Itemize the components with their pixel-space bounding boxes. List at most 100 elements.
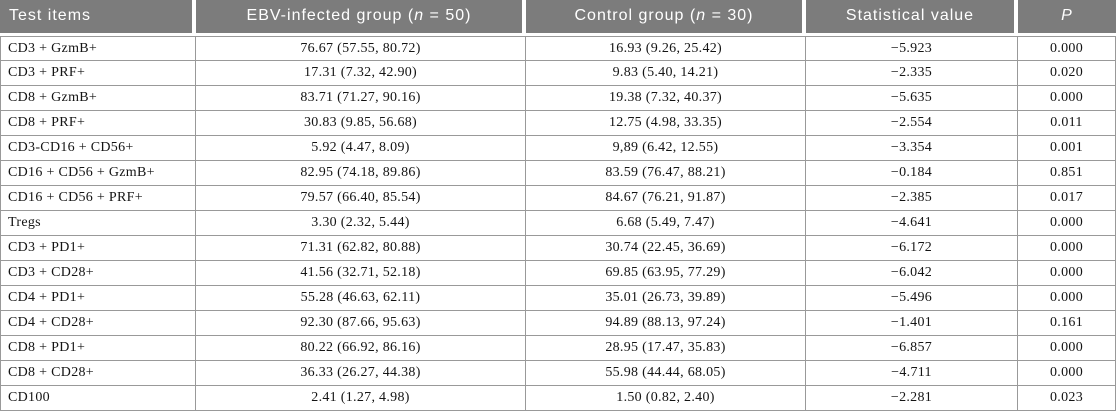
cell-statistical-value: −2.335 <box>806 61 1018 86</box>
table-row: CD8 + PRF+ 30.83 (9.85, 56.68) 12.75 (4.98… <box>0 111 1116 136</box>
cell-statistical-value: −2.554 <box>806 111 1018 136</box>
cell-p-value: 0.011 <box>1018 111 1116 136</box>
cell-p-value: 0.851 <box>1018 161 1116 186</box>
cell-statistical-value: −1.401 <box>806 311 1018 336</box>
cell-test-item: CD4 + CD28+ <box>0 311 196 336</box>
header-n-variable: n <box>696 6 707 24</box>
cell-control-value: 28.95 (17.47, 35.83) <box>526 336 806 361</box>
cell-ebv-value: 76.67 (57.55, 80.72) <box>196 36 526 61</box>
table-row: Tregs 3.30 (2.32, 5.44) 6.68 (5.49, 7.47) −… <box>0 211 1116 236</box>
cell-statistical-value: −2.281 <box>806 386 1018 411</box>
cell-test-item: CD16 + CD56 + GzmB+ <box>0 161 196 186</box>
table-row: CD4 + CD28+ 92.30 (87.66, 95.63) 94.89 (88… <box>0 311 1116 336</box>
table-row: CD100 2.41 (1.27, 4.98) 1.50 (0.82, 2.40) −… <box>0 386 1116 411</box>
header-text: = 50) <box>424 6 472 24</box>
table-row: CD16 + CD56 + GzmB+ 82.95 (74.18, 89.86) 8… <box>0 161 1116 186</box>
header-text: EBV-infected group ( <box>246 6 415 24</box>
cell-statistical-value: −3.354 <box>806 136 1018 161</box>
table-row: CD3 + CD28+ 41.56 (32.71, 52.18) 69.85 (63… <box>0 261 1116 286</box>
cell-ebv-value: 3.30 (2.32, 5.44) <box>196 211 526 236</box>
table-row: CD8 + GzmB+ 83.71 (71.27, 90.16) 19.38 (7.… <box>0 86 1116 111</box>
cell-statistical-value: −5.496 <box>806 286 1018 311</box>
cell-statistical-value: −6.042 <box>806 261 1018 286</box>
cell-p-value: 0.020 <box>1018 61 1116 86</box>
cell-p-value: 0.000 <box>1018 211 1116 236</box>
cell-p-value: 0.000 <box>1018 261 1116 286</box>
cell-control-value: 9.83 (5.40, 14.21) <box>526 61 806 86</box>
cell-test-item: CD100 <box>0 386 196 411</box>
cell-statistical-value: −4.711 <box>806 361 1018 386</box>
cell-test-item: CD16 + CD56 + PRF+ <box>0 186 196 211</box>
cell-p-value: 0.001 <box>1018 136 1116 161</box>
cell-control-value: 69.85 (63.95, 77.29) <box>526 261 806 286</box>
cell-statistical-value: −6.172 <box>806 236 1018 261</box>
cell-test-item: CD3 + CD28+ <box>0 261 196 286</box>
cell-p-value: 0.000 <box>1018 361 1116 386</box>
table-row: CD3 + PRF+ 17.31 (7.32, 42.90) 9.83 (5.40,… <box>0 61 1116 86</box>
cell-ebv-value: 17.31 (7.32, 42.90) <box>196 61 526 86</box>
header-text: = 30) <box>706 6 754 24</box>
cell-test-item: CD8 + CD28+ <box>0 361 196 386</box>
table-row: CD8 + CD28+ 36.33 (26.27, 44.38) 55.98 (44… <box>0 361 1116 386</box>
cell-test-item: CD8 + PRF+ <box>0 111 196 136</box>
cell-p-value: 0.161 <box>1018 311 1116 336</box>
cell-ebv-value: 92.30 (87.66, 95.63) <box>196 311 526 336</box>
table-row: CD3-CD16 + CD56+ 5.92 (4.47, 8.09) 9,89 (6… <box>0 136 1116 161</box>
cell-test-item: CD4 + PD1+ <box>0 286 196 311</box>
table-row: CD3 + GzmB+ 76.67 (57.55, 80.72) 16.93 (9.… <box>0 36 1116 61</box>
table-row: CD3 + PD1+ 71.31 (62.82, 80.88) 30.74 (22.… <box>0 236 1116 261</box>
header-n-variable: n <box>414 6 425 24</box>
cell-test-item: CD3 + PRF+ <box>0 61 196 86</box>
cell-statistical-value: −4.641 <box>806 211 1018 236</box>
cell-p-value: 0.000 <box>1018 286 1116 311</box>
cell-ebv-value: 36.33 (26.27, 44.38) <box>196 361 526 386</box>
cell-ebv-value: 83.71 (71.27, 90.16) <box>196 86 526 111</box>
col-header-p-value: P <box>1018 0 1116 36</box>
cell-control-value: 55.98 (44.44, 68.05) <box>526 361 806 386</box>
cell-statistical-value: −5.635 <box>806 86 1018 111</box>
cell-control-value: 84.67 (76.21, 91.87) <box>526 186 806 211</box>
col-header-test-items: Test items <box>0 0 196 36</box>
header-row: Test items EBV-infected group (n = 50) C… <box>0 0 1116 36</box>
cell-test-item: CD3 + PD1+ <box>0 236 196 261</box>
cell-ebv-value: 30.83 (9.85, 56.68) <box>196 111 526 136</box>
cell-ebv-value: 82.95 (74.18, 89.86) <box>196 161 526 186</box>
cell-test-item: CD8 + PD1+ <box>0 336 196 361</box>
cell-control-value: 94.89 (88.13, 97.24) <box>526 311 806 336</box>
cell-ebv-value: 41.56 (32.71, 52.18) <box>196 261 526 286</box>
cell-control-value: 6.68 (5.49, 7.47) <box>526 211 806 236</box>
table-row: CD4 + PD1+ 55.28 (46.63, 62.11) 35.01 (26.… <box>0 286 1116 311</box>
cell-statistical-value: −6.857 <box>806 336 1018 361</box>
cell-control-value: 19.38 (7.32, 40.37) <box>526 86 806 111</box>
cell-p-value: 0.000 <box>1018 236 1116 261</box>
cell-test-item: CD3-CD16 + CD56+ <box>0 136 196 161</box>
cell-ebv-value: 80.22 (66.92, 86.16) <box>196 336 526 361</box>
cell-test-item: CD8 + GzmB+ <box>0 86 196 111</box>
cell-p-value: 0.000 <box>1018 336 1116 361</box>
col-header-ebv-group: EBV-infected group (n = 50) <box>196 0 526 36</box>
cell-control-value: 12.75 (4.98, 33.35) <box>526 111 806 136</box>
table-row: CD16 + CD56 + PRF+ 79.57 (66.40, 85.54) 84… <box>0 186 1116 211</box>
cell-p-value: 0.000 <box>1018 86 1116 111</box>
cell-ebv-value: 2.41 (1.27, 4.98) <box>196 386 526 411</box>
cell-ebv-value: 55.28 (46.63, 62.11) <box>196 286 526 311</box>
cell-control-value: 35.01 (26.73, 39.89) <box>526 286 806 311</box>
cell-statistical-value: −0.184 <box>806 161 1018 186</box>
cell-ebv-value: 5.92 (4.47, 8.09) <box>196 136 526 161</box>
cell-statistical-value: −5.923 <box>806 36 1018 61</box>
cell-test-item: Tregs <box>0 211 196 236</box>
cell-p-value: 0.000 <box>1018 36 1116 61</box>
cell-test-item: CD3 + GzmB+ <box>0 36 196 61</box>
col-header-control-group: Control group (n = 30) <box>526 0 806 36</box>
cell-control-value: 1.50 (0.82, 2.40) <box>526 386 806 411</box>
table-body: CD3 + GzmB+ 76.67 (57.55, 80.72) 16.93 (9.… <box>0 36 1116 411</box>
col-header-statistical-value: Statistical value <box>806 0 1018 36</box>
cell-p-value: 0.017 <box>1018 186 1116 211</box>
cell-control-value: 30.74 (22.45, 36.69) <box>526 236 806 261</box>
header-text: Control group ( <box>574 6 697 24</box>
cell-control-value: 9,89 (6.42, 12.55) <box>526 136 806 161</box>
cell-ebv-value: 71.31 (62.82, 80.88) <box>196 236 526 261</box>
cell-p-value: 0.023 <box>1018 386 1116 411</box>
cell-control-value: 83.59 (76.47, 88.21) <box>526 161 806 186</box>
